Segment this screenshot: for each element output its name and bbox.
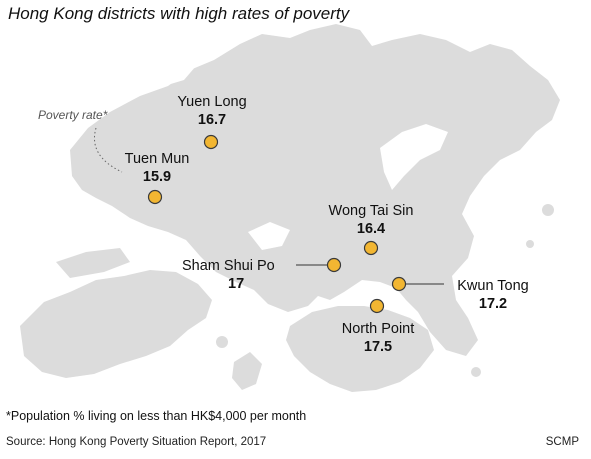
new-territories-landmass bbox=[70, 24, 560, 356]
label-tuen-mun: Tuen Mun 15.9 bbox=[108, 150, 206, 186]
district-rate: 16.4 bbox=[356, 221, 386, 237]
marker-yuen-long bbox=[203, 134, 219, 150]
label-sham-shui-po: Sham Shui Po 17 bbox=[182, 257, 290, 293]
district-name: Sham Shui Po bbox=[182, 258, 275, 274]
deep-bay bbox=[146, 56, 196, 86]
label-wong-tai-sin: Wong Tai Sin 16.4 bbox=[312, 202, 430, 238]
airport-island bbox=[56, 248, 130, 278]
district-rate: 17.2 bbox=[478, 296, 508, 312]
district-rate: 15.9 bbox=[142, 169, 172, 185]
label-yuen-long: Yuen Long 16.7 bbox=[160, 93, 264, 129]
district-name: North Point bbox=[341, 321, 415, 337]
small-island bbox=[526, 240, 534, 248]
district-rate: 17.5 bbox=[363, 339, 393, 355]
map-title: Hong Kong districts with high rates of p… bbox=[8, 4, 350, 23]
legend-leader-line bbox=[94, 127, 123, 173]
small-island bbox=[471, 367, 481, 377]
legend-poverty-rate: Poverty rate* bbox=[38, 108, 108, 122]
lantau-island bbox=[20, 270, 212, 378]
district-rate: 17 bbox=[228, 276, 245, 292]
lamma-island bbox=[232, 352, 262, 390]
label-north-point: North Point 17.5 bbox=[322, 320, 434, 356]
source-note: Source: Hong Kong Poverty Situation Repo… bbox=[6, 436, 267, 448]
credit-scmp: SCMP bbox=[545, 436, 579, 448]
district-name: Yuen Long bbox=[177, 94, 247, 110]
district-name: Kwun Tong bbox=[457, 278, 529, 294]
marker-tuen-mun bbox=[147, 189, 163, 205]
district-name: Wong Tai Sin bbox=[328, 203, 414, 219]
marker-wong-tai-sin bbox=[363, 240, 379, 256]
marker-sham-shui-po bbox=[326, 257, 342, 273]
port-shelter bbox=[486, 196, 520, 236]
hong-kong-island bbox=[286, 306, 434, 392]
label-kwun-tong: Kwun Tong 17.2 bbox=[446, 277, 540, 313]
footnote: *Population % living on less than HK$4,0… bbox=[6, 409, 307, 423]
tolo-harbour bbox=[380, 124, 448, 190]
small-island bbox=[216, 336, 228, 348]
small-island bbox=[542, 204, 554, 216]
district-name: Tuen Mun bbox=[124, 151, 190, 167]
district-rate: 16.7 bbox=[197, 112, 227, 128]
marker-north-point bbox=[369, 298, 385, 314]
tsing-yi-channel bbox=[248, 222, 290, 250]
marker-kwun-tong bbox=[391, 276, 407, 292]
